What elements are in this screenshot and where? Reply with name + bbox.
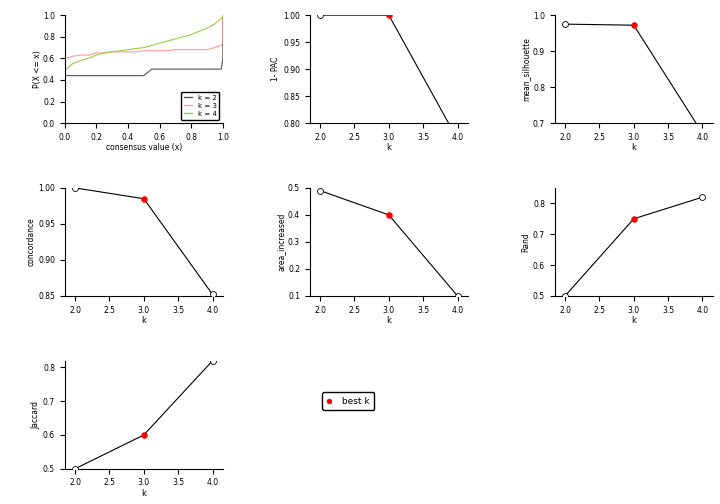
X-axis label: k: k [141, 316, 146, 325]
Y-axis label: 1- PAC: 1- PAC [271, 57, 280, 81]
X-axis label: k: k [387, 143, 391, 152]
Point [207, 290, 218, 298]
Y-axis label: Jaccard: Jaccard [31, 401, 40, 429]
X-axis label: k: k [387, 316, 391, 325]
Point [559, 292, 571, 300]
Y-axis label: concordance: concordance [27, 218, 35, 266]
Point [628, 21, 639, 29]
Y-axis label: Rand: Rand [521, 232, 530, 252]
Point [69, 184, 81, 192]
Point [628, 215, 639, 223]
X-axis label: k: k [141, 489, 146, 498]
Point [138, 431, 150, 439]
X-axis label: k: k [631, 316, 636, 325]
Legend: k = 2, k = 3, k = 4: k = 2, k = 3, k = 4 [181, 92, 220, 119]
X-axis label: consensus value (x): consensus value (x) [106, 143, 182, 152]
Point [207, 357, 218, 365]
Y-axis label: P(X <= x): P(X <= x) [32, 50, 42, 88]
Point [138, 195, 150, 203]
Point [383, 11, 395, 19]
Point [559, 20, 571, 28]
Point [315, 186, 326, 195]
Point [383, 211, 395, 219]
X-axis label: k: k [631, 143, 636, 152]
Point [451, 292, 463, 300]
Y-axis label: mean_silhouette: mean_silhouette [521, 37, 530, 101]
Point [315, 11, 326, 19]
Point [697, 193, 708, 201]
Point [451, 135, 463, 143]
Y-axis label: area_increased: area_increased [276, 213, 285, 271]
Point [697, 129, 708, 137]
Point [69, 465, 81, 473]
Legend:  best k: best k [322, 392, 374, 410]
